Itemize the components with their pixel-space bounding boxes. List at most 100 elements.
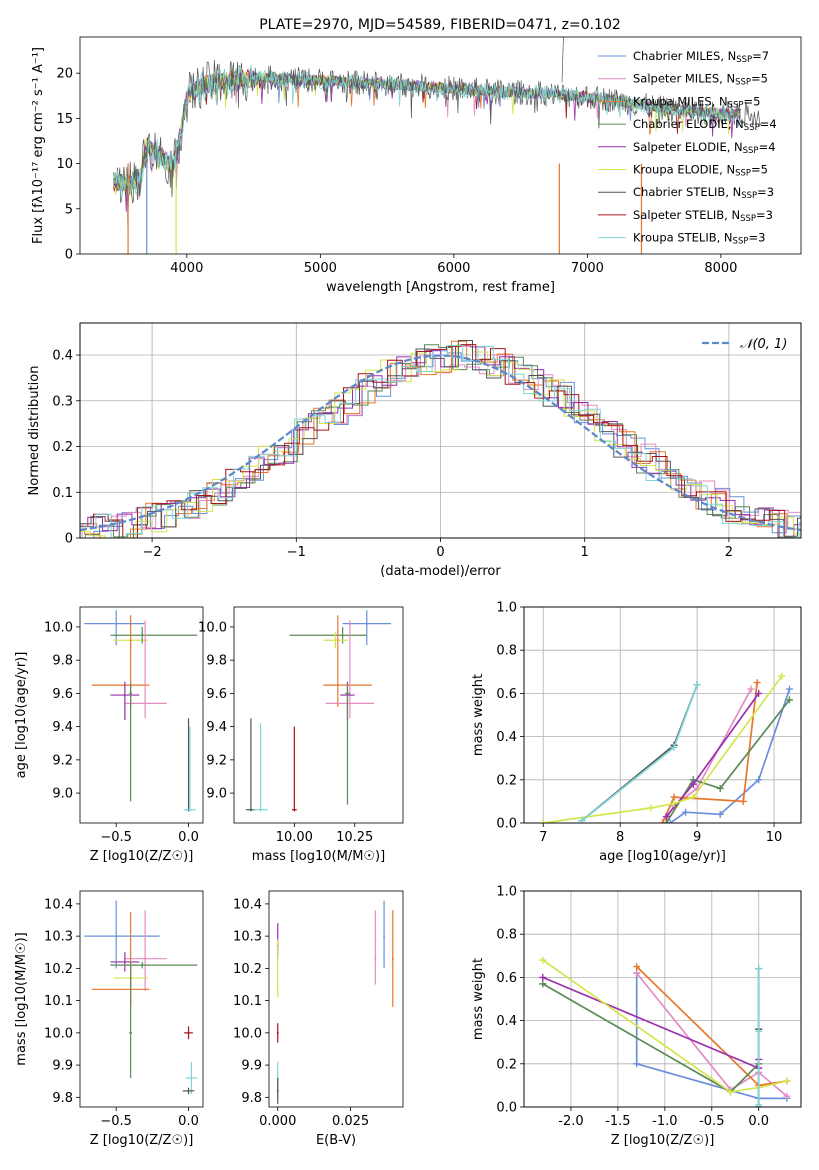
weight-marker — [647, 804, 655, 812]
weight-marker — [727, 1088, 735, 1096]
histogram-step — [80, 340, 801, 538]
data-point — [187, 1089, 190, 1092]
legend-subscript: SSP — [740, 214, 756, 224]
weight-marker — [689, 793, 697, 801]
y-tick-label: 10.0 — [44, 1026, 73, 1041]
y-tick-label: 9.8 — [52, 1091, 73, 1106]
legend-subscript: SSP — [735, 169, 751, 179]
weight-marker — [783, 1092, 791, 1100]
spectrum-line — [113, 71, 741, 197]
y-tick-label: 0.2 — [496, 1057, 517, 1072]
legend-nssp: =7 — [752, 49, 769, 63]
legend-label: Chabrier ELODIE, NSSP=4 — [633, 117, 777, 133]
y-tick-label: 10.1 — [44, 994, 73, 1009]
legend-subscript: SSP — [744, 123, 760, 133]
y-tick-label: 0.8 — [496, 644, 517, 659]
x-tick-label: −1 — [287, 545, 306, 560]
y-tick-label: 0.4 — [496, 730, 517, 745]
weight-marker — [755, 1027, 763, 1035]
plot-area — [113, 37, 762, 254]
mass-weight-vs-age-panel: 7 8 9 10 0.0 0.2 0.4 0.6 0.8 1.0 age [log10(age/yr… — [471, 601, 802, 864]
x-tick-label: 9 — [693, 830, 701, 845]
weight-marker — [778, 672, 786, 680]
weight-marker — [693, 681, 701, 689]
legend-subscript: SSP — [736, 55, 752, 65]
x-axis-label: age [log10(age/yr)] — [599, 849, 726, 864]
legend-subscript: SSP — [728, 100, 744, 110]
histogram-step — [80, 340, 801, 538]
y-axis-label: Normed distribution — [27, 366, 42, 496]
x-tick-label: 0.0 — [748, 1114, 769, 1129]
data-point — [187, 1031, 190, 1034]
data-point — [276, 983, 279, 986]
weight-marker — [578, 817, 586, 823]
axes-frame — [523, 606, 802, 824]
data-point — [276, 1031, 279, 1034]
legend-name: Kroupa MILES, N — [633, 94, 728, 108]
y-tick-label: 10.0 — [233, 1026, 262, 1041]
plot-area — [84, 610, 198, 812]
plot-area — [84, 900, 198, 1095]
y-tick-label: 10.2 — [44, 962, 73, 977]
weight-marker — [633, 1060, 641, 1068]
x-tick-label: 5000 — [304, 261, 337, 276]
y-tick-label: 0.2 — [52, 440, 73, 455]
y-tick-label: 1.0 — [496, 601, 517, 616]
weight-marker — [716, 810, 724, 818]
weight-marker — [662, 813, 670, 821]
data-point — [391, 957, 394, 960]
axes-frame — [79, 322, 802, 539]
x-axis-label: mass [log10(M/M☉)] — [252, 849, 385, 864]
data-point — [141, 634, 144, 637]
x-tick-label: 8000 — [704, 261, 737, 276]
spectrum-line — [113, 64, 741, 198]
legend-label: 𝒩(0, 1) — [740, 337, 787, 352]
weight-marker — [753, 679, 761, 687]
legend-name: Chabrier MILES, N — [633, 49, 736, 63]
y-tick-label: 9.6 — [52, 687, 73, 702]
x-tick-label: -0.5 — [699, 1114, 724, 1129]
y-tick-label: 0.8 — [496, 928, 517, 943]
weight-marker — [689, 780, 697, 788]
y-tick-label: 9.8 — [206, 654, 227, 669]
weight-marker — [670, 793, 678, 801]
data-point — [341, 634, 344, 637]
mass-vs-metallicity-panel: −0.5 0.0 9.8 9.9 10.0 10.1 10.2 10.3 10.4 Z [log1… — [14, 890, 204, 1148]
axes-frame — [268, 890, 404, 1108]
weight-marker — [747, 685, 755, 693]
legend-name: Kroupa ELODIE, N — [633, 163, 735, 177]
x-tick-label: 0.000 — [259, 1114, 296, 1129]
x-tick-label: 0.025 — [332, 1114, 369, 1129]
age-vs-metallicity-panel: −0.5 0.0 9.0 9.2 9.4 9.6 9.8 10.0 Z [log10(Z/Z☉)… — [14, 606, 204, 864]
y-axis-label: mass weight — [471, 958, 486, 1040]
age-vs-mass-panel: 10.00 10.25 9.0 9.2 9.4 9.6 9.8 10.0 mass [log10… — [198, 606, 404, 864]
mass-weight-vs-metallicity-panel: -2.0 -1.5 -1.0 -0.5 0.0 0.0 0.2 0.4 0.6 0.8 1.0 Z [… — [471, 885, 802, 1148]
x-axis-label: wavelength [Angstrom, rest frame] — [326, 280, 555, 295]
y-tick-label: 10.1 — [233, 994, 262, 1009]
y-tick-label: 0 — [65, 532, 73, 547]
x-tick-label: 10.00 — [276, 830, 313, 845]
y-tick-label: 10.3 — [233, 930, 262, 945]
weight-marker — [539, 973, 547, 981]
y-tick-label: 9.2 — [52, 753, 73, 768]
legend-name: Chabrier STELIB, N — [633, 185, 741, 199]
y-tick-label: 9.0 — [206, 787, 227, 802]
data-point — [144, 957, 147, 960]
legend-label: Chabrier MILES, NSSP=7 — [633, 49, 769, 65]
y-axis-label: mass weight — [471, 674, 486, 756]
x-tick-label: 2 — [725, 545, 733, 560]
legend-nssp: =5 — [743, 94, 760, 108]
y-tick-label: 9.8 — [241, 1091, 262, 1106]
y-tick-label: 0.6 — [496, 687, 517, 702]
spectrum-spike — [561, 37, 564, 83]
y-tick-label: 0.4 — [52, 349, 73, 364]
weight-marker — [670, 800, 678, 808]
weight-line — [542, 959, 788, 1093]
data-point — [115, 622, 118, 625]
y-tick-label: 5 — [65, 202, 73, 217]
y-tick-label: 15 — [56, 112, 73, 127]
data-point — [336, 684, 339, 687]
legend-nssp: =4 — [759, 140, 776, 154]
legend-label: Salpeter STELIB, NSSP=3 — [633, 208, 773, 224]
